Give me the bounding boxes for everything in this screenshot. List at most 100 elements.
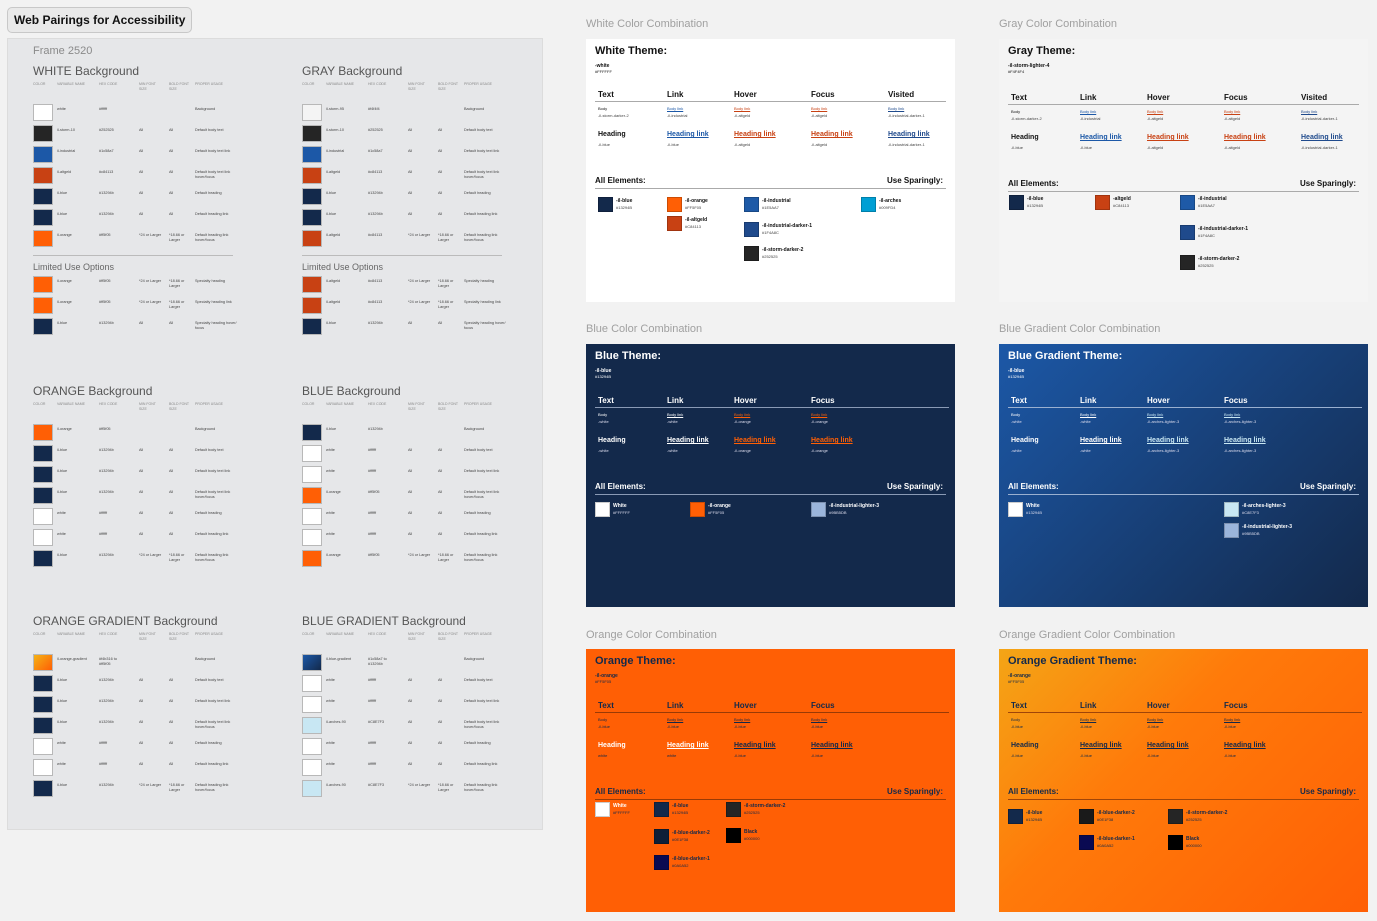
body-link-sample[interactable]: Body link xyxy=(667,412,684,417)
chip-hex: #252525 xyxy=(762,254,778,259)
body-link-sample[interactable]: Body link xyxy=(734,717,751,722)
variable-caption: -il-industrial-darker-1 xyxy=(1301,145,1338,150)
bold-font-size: *18.66 or Larger xyxy=(438,553,454,562)
bg-section-title: WHITE Background xyxy=(33,64,140,78)
chip-name: -il-blue-darker-2 xyxy=(1097,810,1135,816)
body-link-sample[interactable]: Body link xyxy=(1147,717,1164,722)
use-sparingly-label: Use Sparingly: xyxy=(886,176,943,185)
body-link-sample[interactable]: Body link xyxy=(811,106,828,111)
min-font-size: All xyxy=(408,699,413,703)
min-font-size: *24 or Larger xyxy=(408,783,431,787)
chip-name: -il-industrial-darker-1 xyxy=(762,223,813,229)
min-font-size: All xyxy=(408,511,413,515)
body-link-sample[interactable]: Body link xyxy=(1224,109,1241,114)
heading-link-sample[interactable]: Heading link xyxy=(888,131,930,138)
chip-swatch xyxy=(744,197,759,212)
chip-name: -il-blue xyxy=(1027,196,1044,202)
page-button[interactable]: Web Pairings for Accessibility xyxy=(7,7,193,33)
chip-name: -il-arches xyxy=(879,198,902,204)
color-swatch xyxy=(33,529,53,546)
hex-code: #ffffff xyxy=(368,532,377,536)
heading-link-sample[interactable]: Heading link xyxy=(667,742,709,749)
heading-link-sample[interactable]: Heading link xyxy=(811,742,853,749)
body-link-sample[interactable]: Body link xyxy=(1224,717,1241,722)
min-font-size: All xyxy=(408,212,413,216)
heading-sample: Heading xyxy=(1011,437,1039,444)
variable-name: il-storm-95 xyxy=(326,107,344,111)
body-link-sample[interactable]: Body link xyxy=(811,717,828,722)
column-header: VARIABLE NAME xyxy=(326,632,354,636)
bold-font-size: All xyxy=(169,762,174,766)
heading-link-sample[interactable]: Heading link xyxy=(1147,742,1189,749)
min-font-size: All xyxy=(139,469,144,473)
body-link-sample[interactable]: Body link xyxy=(1301,109,1318,114)
body-link-sample[interactable]: Body link xyxy=(1147,412,1164,417)
proper-usage: Default body text xyxy=(195,128,224,132)
variable-name: il-blue xyxy=(57,469,68,473)
body-text-sample: Body xyxy=(1011,109,1021,114)
chip-hex: #000000 xyxy=(744,836,760,841)
theme-card: Blue Gradient Theme: -il-blue #13294B Text L… xyxy=(999,344,1368,607)
heading-link-sample[interactable]: Heading link xyxy=(1080,437,1122,444)
heading-link-sample[interactable]: Heading link xyxy=(734,437,776,444)
body-link-sample[interactable]: Body link xyxy=(1080,412,1097,417)
heading-link-sample[interactable]: Heading link xyxy=(667,131,709,138)
heading-link-sample[interactable]: Heading link xyxy=(1224,134,1266,141)
proper-usage: Default heading xyxy=(195,191,222,195)
heading-link-sample[interactable]: Heading link xyxy=(1147,437,1189,444)
heading-sample: Heading xyxy=(598,131,626,138)
color-swatch xyxy=(33,125,53,142)
proper-usage: Default heading link xyxy=(195,212,229,216)
heading-link-sample[interactable]: Heading link xyxy=(1301,134,1343,141)
column-header-row: COLOR VARIABLE NAME HEX CODE MIN FONT SIZE B… xyxy=(302,632,507,652)
heading-link-sample[interactable]: Heading link xyxy=(811,437,853,444)
header-rule xyxy=(1008,712,1362,713)
body-link-sample[interactable]: Body link xyxy=(734,106,751,111)
heading-link-sample[interactable]: Heading link xyxy=(1224,742,1266,749)
body-link-sample[interactable]: Body link xyxy=(667,106,684,111)
variable-caption: -il-blue xyxy=(598,142,611,147)
color-swatch xyxy=(33,738,53,755)
heading-link-sample[interactable]: Heading link xyxy=(734,131,776,138)
heading-link-sample[interactable]: Heading link xyxy=(1224,437,1266,444)
color-swatch xyxy=(302,188,322,205)
heading-link-sample[interactable]: Heading link xyxy=(734,742,776,749)
variable-name: il-altgeld xyxy=(326,170,341,174)
heading-link-sample[interactable]: Heading link xyxy=(667,437,709,444)
body-link-sample[interactable]: Body link xyxy=(734,412,751,417)
variable-name: white xyxy=(326,532,335,536)
body-link-sample[interactable]: Body link xyxy=(667,717,684,722)
bg-section: BLUE Background COLOR VARIABLE NAME HEX COD… xyxy=(302,384,507,569)
variable-caption: -il-orange xyxy=(811,419,828,424)
column-header: BOLD FONT SIZE xyxy=(169,402,189,411)
body-link-sample[interactable]: Body link xyxy=(888,106,905,111)
proper-usage: Default body text link hover/focus xyxy=(464,170,500,179)
body-link-sample[interactable]: Body link xyxy=(1080,109,1097,114)
proper-usage: Background xyxy=(195,107,216,111)
variable-caption: -il-storm-darker-2 xyxy=(1011,116,1042,121)
color-swatch xyxy=(302,167,322,184)
bold-font-size: All xyxy=(169,720,174,724)
variable-name: il-orange xyxy=(57,233,72,237)
heading-link-sample[interactable]: Heading link xyxy=(1147,134,1189,141)
body-link-sample[interactable]: Body link xyxy=(1147,109,1164,114)
bg-section-title: BLUE GRADIENT Background xyxy=(302,614,466,628)
proper-usage: Specialty heading hover/ focus xyxy=(195,321,237,330)
body-text-sample: Body xyxy=(598,412,608,417)
column-heading: Visited xyxy=(888,90,915,99)
body-link-sample[interactable]: Body link xyxy=(1080,717,1097,722)
variable-name: il-blue-gradient xyxy=(326,657,352,661)
color-swatch xyxy=(33,487,53,504)
heading-link-sample[interactable]: Heading link xyxy=(811,131,853,138)
heading-link-sample[interactable]: Heading link xyxy=(1080,742,1122,749)
variable-caption: -il-altgeld xyxy=(1224,145,1241,150)
chip-swatch xyxy=(654,802,669,817)
body-link-sample[interactable]: Body link xyxy=(811,412,828,417)
heading-link-sample[interactable]: Heading link xyxy=(1080,134,1122,141)
color-row: il-orange-gradient #f4b316 to #ff5f05 Back… xyxy=(33,652,238,673)
variable-caption: -il-blue xyxy=(734,724,747,729)
variable-caption: -white xyxy=(1080,419,1091,424)
color-row: il-blue #13294b Background xyxy=(302,422,507,443)
body-link-sample[interactable]: Body link xyxy=(1224,412,1241,417)
column-header: PROPER USAGE xyxy=(195,82,224,86)
